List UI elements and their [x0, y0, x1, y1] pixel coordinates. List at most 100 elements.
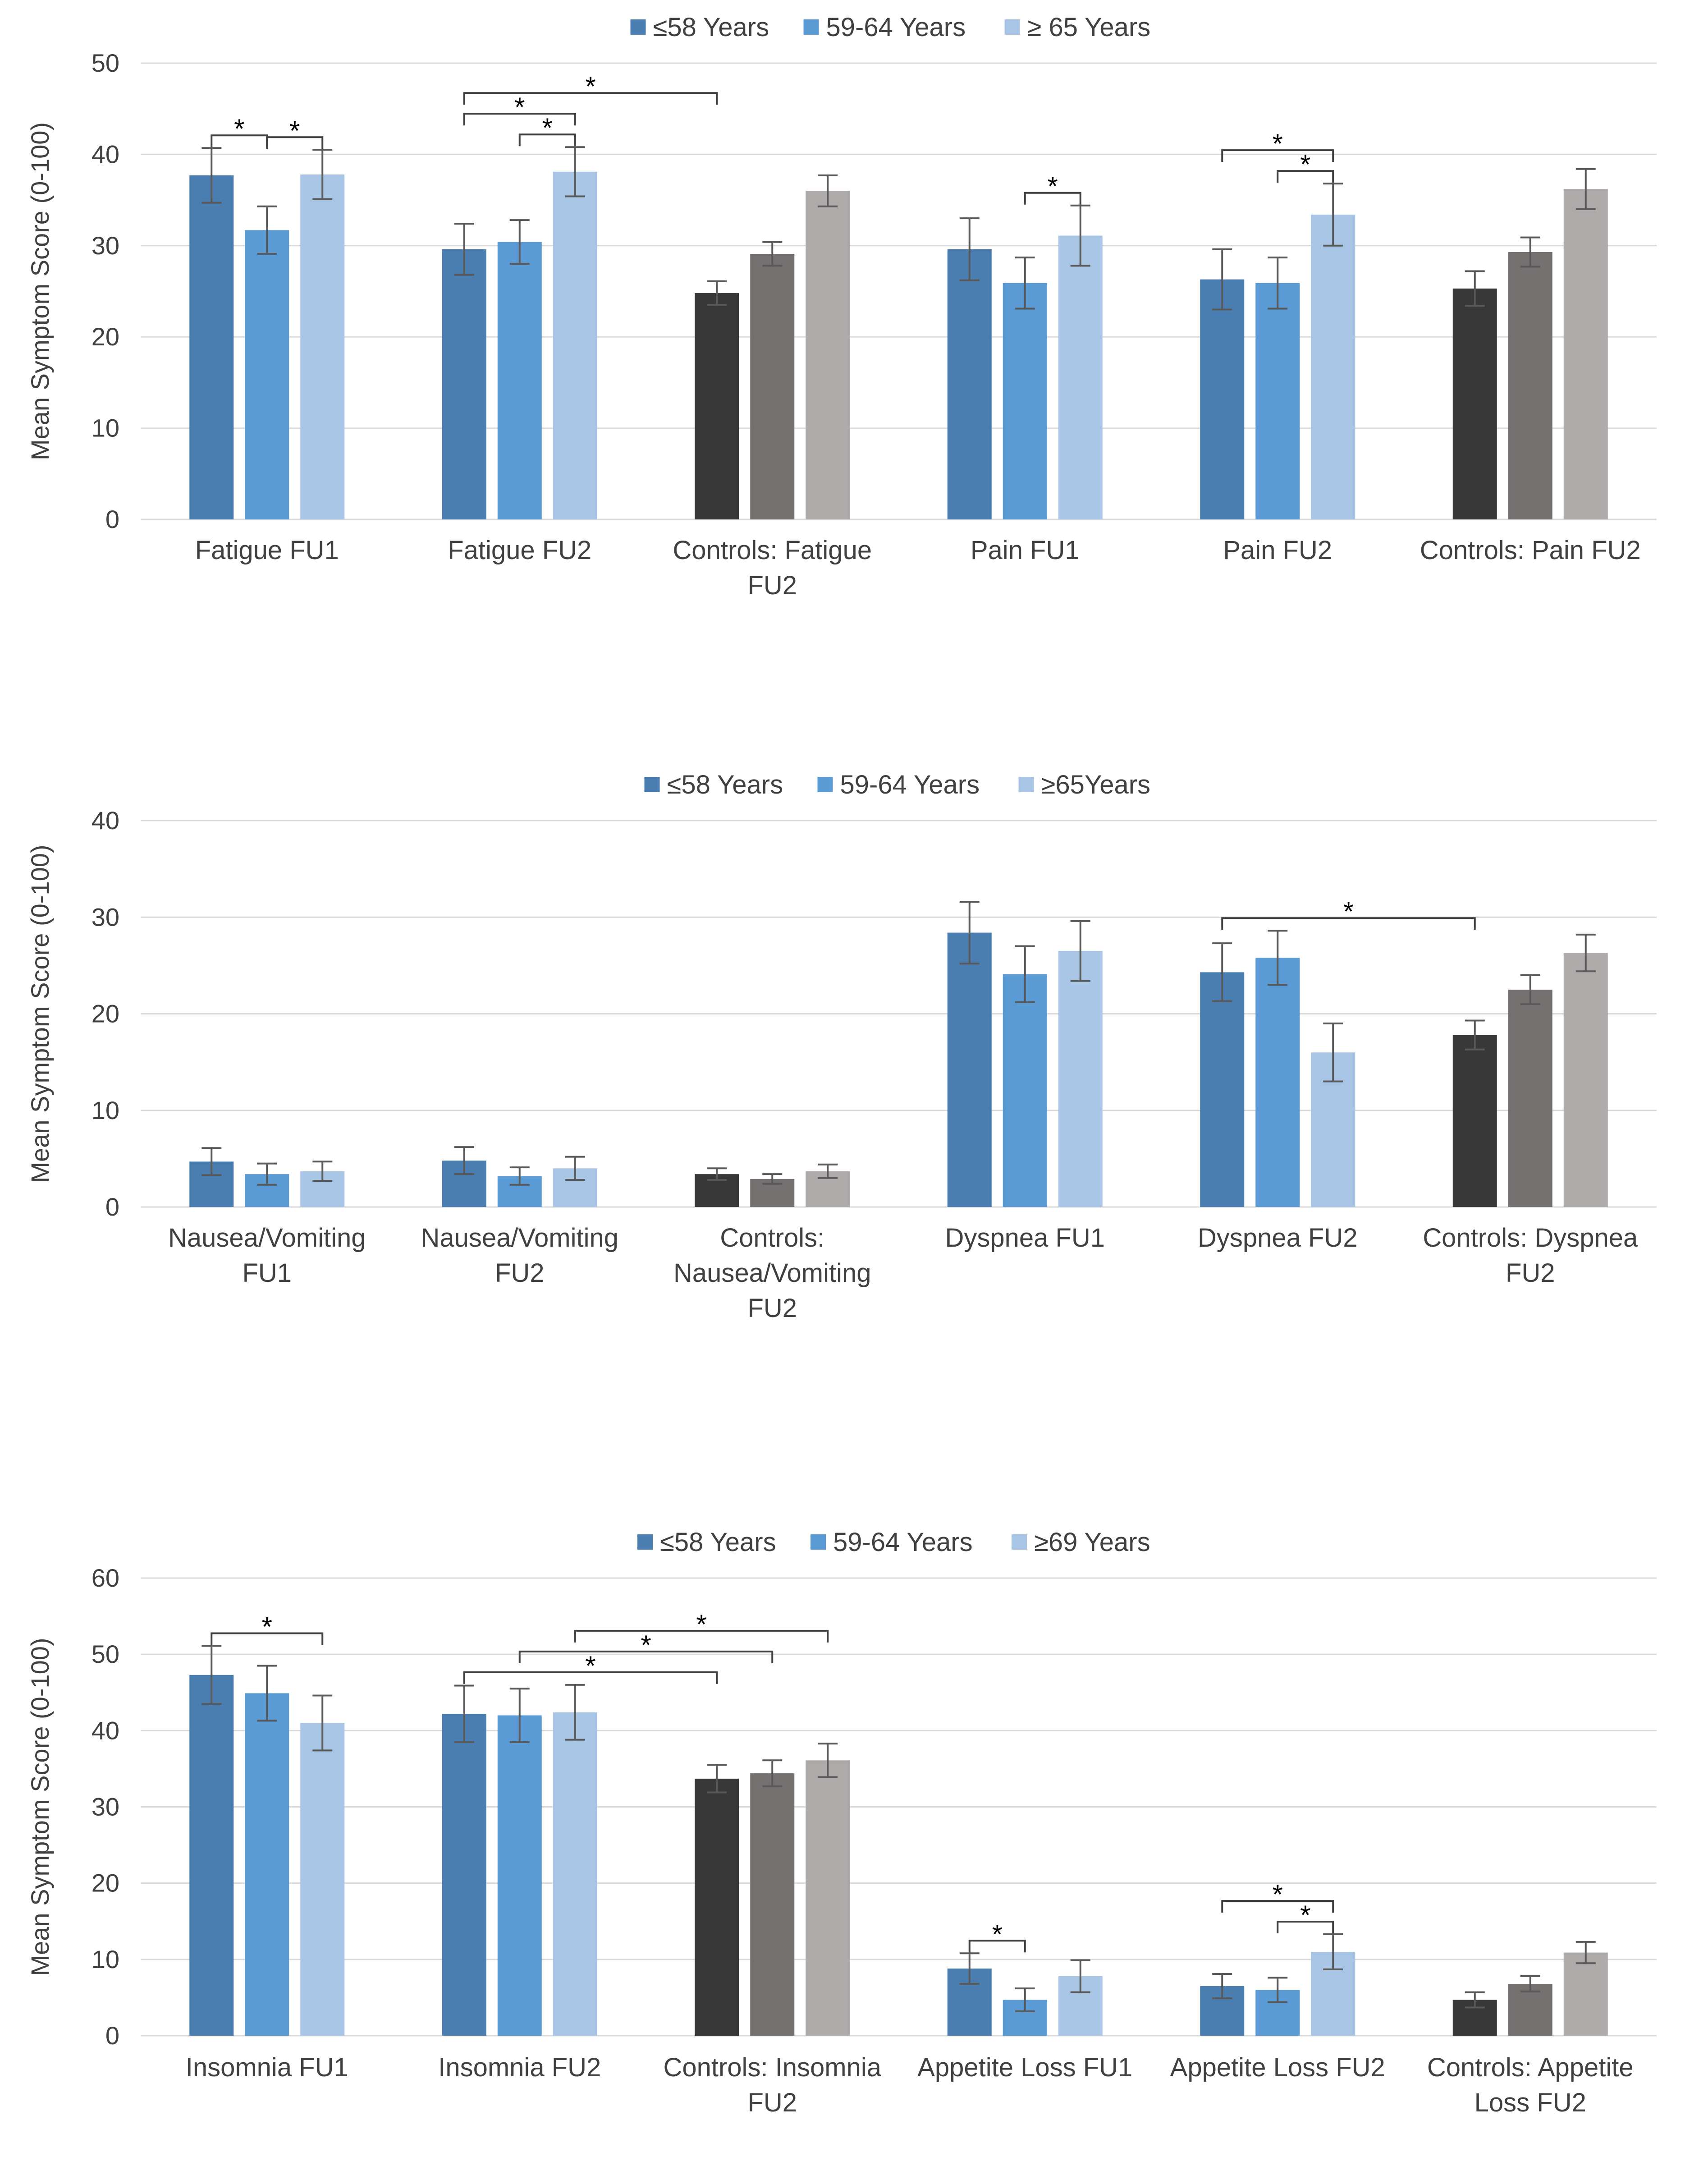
significance-bracket: * [211, 114, 268, 147]
category-label: Pain FU2 [1223, 536, 1332, 565]
significance-bracket: * [266, 115, 324, 149]
significance-bracket: * [1221, 1879, 1334, 1913]
error-bar [1323, 183, 1343, 247]
legend-label: ≤58 Years [653, 13, 769, 42]
category-label: Dyspnea FU1 [945, 1223, 1105, 1253]
bar [1508, 1983, 1552, 2036]
significance-bracket: * [574, 1609, 829, 1643]
error-bar [1323, 1933, 1343, 1970]
bar [1003, 283, 1047, 519]
error-bar [1015, 945, 1035, 1003]
bar [1311, 214, 1355, 519]
category-label: Controls: Appetite Loss FU2 [1427, 2053, 1634, 2117]
error-bar [1575, 168, 1596, 210]
category-label: Controls: Pain FU2 [1420, 536, 1641, 565]
y-tick-label: 10 [92, 1945, 119, 1973]
error-bar [201, 147, 222, 204]
significance-star: * [992, 1919, 1003, 1949]
error-bar [1575, 933, 1596, 973]
category-label: Controls: Fatigue FU2 [673, 536, 872, 600]
bar [1508, 989, 1552, 1207]
y-tick-label: 0 [105, 2021, 119, 2050]
legend-label: 59-64 Years [840, 770, 980, 799]
error-bar [762, 241, 783, 267]
error-bar [959, 1952, 980, 1985]
significance-star: * [542, 113, 553, 143]
significance-star: * [1300, 149, 1310, 179]
error-bar [1070, 920, 1090, 982]
error-bar [1520, 236, 1540, 268]
error-bar [454, 1146, 474, 1175]
bar [1200, 972, 1245, 1207]
bar [1255, 958, 1300, 1207]
significance-star: * [696, 1609, 706, 1639]
y-tick-label: 30 [92, 1793, 119, 1821]
bar [1058, 235, 1103, 519]
legend-label: ≤58 Years [660, 1528, 776, 1557]
significance-star: * [1273, 1879, 1283, 1909]
legend-label: 59-64 Years [833, 1528, 973, 1557]
y-tick-label: 30 [92, 903, 119, 931]
significance-star: * [1343, 896, 1354, 927]
y-tick-label: 30 [92, 231, 119, 260]
bar [442, 1714, 486, 2036]
significance-star: * [234, 114, 244, 144]
bar [947, 249, 992, 519]
significance-bracket: * [211, 1612, 324, 1645]
legend-swatch [803, 19, 819, 35]
error-bar [818, 174, 838, 207]
error-bar [1070, 1959, 1090, 1993]
category-label: Insomnia FU2 [438, 2053, 601, 2082]
error-bar [565, 146, 585, 197]
bar [1255, 283, 1300, 519]
legend-swatch [810, 1534, 826, 1550]
bar [442, 249, 486, 519]
y-tick-label: 40 [92, 140, 119, 168]
legend: ≤58 Years 59-64 Years ≥65Years [644, 770, 1151, 799]
error-bar [509, 1688, 530, 1743]
error-bar [707, 280, 727, 306]
significance-star: * [262, 1612, 272, 1642]
category-label: Fatigue FU1 [195, 536, 339, 565]
category-label: Nausea/Vomiting FU2 [421, 1223, 618, 1288]
error-bar [762, 1759, 783, 1787]
chart-insomnia-appetite: 0 10 20 30 40 50 60 Mean Symptom Score (0-100) ≤… [26, 1528, 1657, 2117]
chart-fatigue-pain: 0 10 20 30 40 50 Mean Symptom Score (0-100) ≤58… [26, 13, 1657, 600]
category-label: Nausea/Vomiting FU1 [168, 1223, 366, 1288]
bar [806, 1760, 850, 2036]
category-label: Insomnia FU1 [186, 2053, 348, 2082]
bar [1452, 1035, 1497, 1207]
category-label: Fatigue FU2 [448, 536, 591, 565]
error-bar [509, 219, 530, 265]
legend: ≤58 Years 59-64 Years ≥69 Years [637, 1528, 1150, 1557]
bar [300, 174, 345, 520]
bar [750, 1773, 795, 2036]
error-bar [565, 1684, 585, 1741]
error-bar [818, 1743, 838, 1778]
category-label: Appetite Loss FU1 [917, 2053, 1132, 2082]
y-tick-label: 10 [92, 414, 119, 442]
category-label: Dyspnea FU2 [1198, 1223, 1358, 1253]
significance-bracket: * [518, 113, 576, 147]
bar [1200, 279, 1245, 519]
legend-label: 59-64 Years [826, 13, 966, 42]
bar [695, 1778, 739, 2036]
error-bar [1268, 930, 1288, 986]
y-tick-label: 10 [92, 1096, 119, 1124]
significance-bracket: * [1024, 171, 1081, 205]
legend-label: ≥65Years [1041, 770, 1151, 799]
category-label: Controls: Insomnia FU2 [663, 2053, 881, 2117]
legend: ≤58 Years 59-64 Years ≥ 65 Years [630, 13, 1150, 42]
bar [497, 1715, 542, 2036]
error-bar [707, 1167, 727, 1181]
bar [553, 1712, 597, 2036]
bar [1452, 288, 1497, 519]
significance-bracket: * [1277, 1900, 1334, 1934]
error-bar [201, 1147, 222, 1176]
significance-bracket: * [463, 1651, 718, 1684]
significance-star: * [585, 1651, 595, 1681]
error-bar [312, 1694, 333, 1752]
category-label: Pain FU1 [971, 536, 1080, 565]
error-bar [1268, 1977, 1288, 2003]
y-tick-label: 50 [92, 49, 119, 77]
